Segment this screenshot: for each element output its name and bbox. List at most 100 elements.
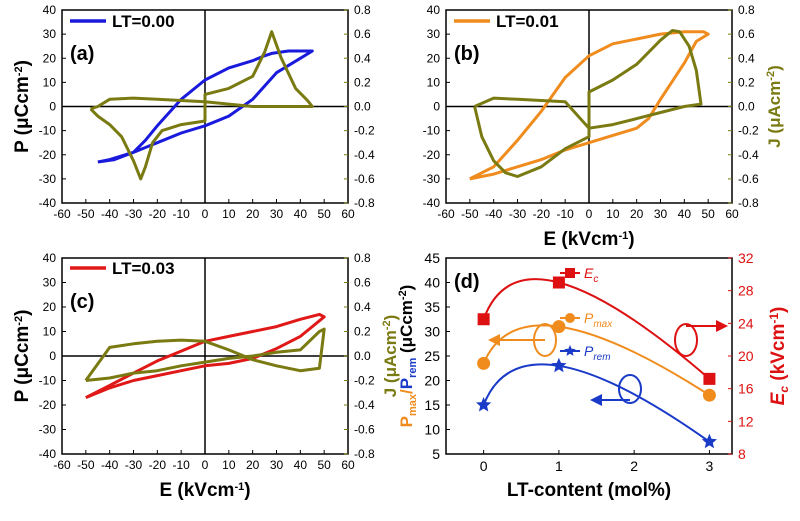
panel-tag: (d) xyxy=(454,271,480,293)
x-tick-label: 60 xyxy=(341,458,355,472)
label-part: ) xyxy=(768,307,789,313)
x-axis-label: LT-content (mol%) xyxy=(507,480,671,501)
ec-square-marker xyxy=(552,276,565,289)
panel-d: 0 1 2 3510152025303540458121620242832EcPmax… xyxy=(397,250,791,501)
label-sup: -2 xyxy=(13,66,25,76)
prem-star-marker xyxy=(701,433,717,449)
y-left-tick-label: -10 xyxy=(423,124,441,138)
label-part: ) xyxy=(12,60,33,66)
label-sup: -1 xyxy=(618,230,628,242)
y-left-tick-label: 40 xyxy=(43,251,57,265)
y-left-tick-label: 10 xyxy=(424,422,440,438)
prem-star-marker xyxy=(551,357,567,373)
label-part: / xyxy=(397,389,416,394)
x-tick-label: -40 xyxy=(485,207,503,221)
y-left-tick-label: 45 xyxy=(424,250,440,266)
y-left-tick-label: -10 xyxy=(39,124,57,138)
y-left-tick-label: -30 xyxy=(39,172,57,186)
x-tick-label: 10 xyxy=(222,207,236,221)
y-right-tick-label: -0.8 xyxy=(354,447,375,461)
y-left-tick-label: 0 xyxy=(433,100,440,114)
y-right-tick-label: -0.4 xyxy=(738,148,759,162)
y-right-axis-label: J (μAcm-2) xyxy=(381,315,400,398)
x-tick-label: 2 xyxy=(630,458,638,474)
y-left-tick-label: 5 xyxy=(432,446,440,462)
label-part: P xyxy=(397,416,416,427)
y-left-tick-label: 0 xyxy=(49,100,56,114)
legend-label: Prem xyxy=(584,343,611,363)
panel-tag: (a) xyxy=(70,43,94,65)
x-tick-label: 40 xyxy=(294,458,308,472)
y-left-tick-label: 30 xyxy=(43,276,57,290)
label-sub: c xyxy=(777,386,791,393)
label-part: ) xyxy=(397,285,416,291)
x-tick-label: -20 xyxy=(149,207,167,221)
y-right-tick-label: -0.6 xyxy=(738,172,759,186)
y-right-tick-label: 12 xyxy=(738,413,754,429)
y-right-tick-label: 0.6 xyxy=(738,27,755,41)
y-right-tick-label: 0.2 xyxy=(738,75,755,89)
x-tick-label: -50 xyxy=(461,207,479,221)
y-right-tick-label: -0.2 xyxy=(354,124,375,138)
x-axis-label: E (kVcm-1) xyxy=(543,229,634,250)
y-left-axis-label: Pmax/Prem (μCcm-2) xyxy=(397,285,419,428)
x-tick-label: -40 xyxy=(101,207,119,221)
x-tick-label: -60 xyxy=(437,207,455,221)
x-tick-label: 20 xyxy=(630,207,644,221)
legend-label-sub: rem xyxy=(593,352,610,363)
y-right-tick-label: 0.2 xyxy=(354,75,371,89)
label-sub: rem xyxy=(407,358,419,378)
label-part: J (μAcm xyxy=(765,81,784,148)
x-tick-label: -60 xyxy=(53,458,71,472)
legend-label-main: P xyxy=(584,343,594,359)
y-left-axis-label: P (μCcm-2) xyxy=(12,310,33,403)
ec-arrowhead xyxy=(716,320,728,332)
x-tick-label: 50 xyxy=(317,207,331,221)
legend-label-main: E xyxy=(584,265,594,281)
y-right-tick-label: 0.8 xyxy=(354,251,371,265)
x-tick-label: 30 xyxy=(270,207,284,221)
x-tick-label: -10 xyxy=(172,207,190,221)
y-left-tick-label: 20 xyxy=(43,300,57,314)
y-left-tick-label: 30 xyxy=(427,27,441,41)
panel-a: -60 -50 -40 -30 -20 -10 0 10 20 30 40 50 60-40-30-20… xyxy=(12,3,375,221)
pmax-circle-marker xyxy=(477,356,491,370)
y-left-tick-label: 40 xyxy=(424,275,440,291)
y-right-tick-label: -0.6 xyxy=(354,423,375,437)
x-tick-label: -20 xyxy=(533,207,551,221)
legend-label-sub: max xyxy=(593,319,613,330)
y-left-tick-label: 10 xyxy=(43,75,57,89)
legend-label-sub: c xyxy=(593,274,598,285)
y-right-tick-label: 0.8 xyxy=(354,3,371,17)
label-part: P (μCcm xyxy=(12,326,33,403)
x-tick-label: 0 xyxy=(202,458,209,472)
y-left-tick-label: -20 xyxy=(423,148,441,162)
y-left-tick-label: 30 xyxy=(424,324,440,340)
x-tick-label: 10 xyxy=(222,458,236,472)
series-p-loop xyxy=(85,312,326,399)
y-right-tick-label: 0.0 xyxy=(354,349,371,363)
y-left-tick-label: 10 xyxy=(43,325,57,339)
y-right-tick-label: 0.0 xyxy=(354,100,371,114)
label-part: (kVcm xyxy=(768,324,789,386)
x-tick-label: 30 xyxy=(270,458,284,472)
y-left-tick-label: 25 xyxy=(424,348,440,364)
legend-label: LT=0.00 xyxy=(112,12,175,31)
label-part: ) xyxy=(628,229,634,250)
label-sub: max xyxy=(407,393,419,416)
prem-star-marker xyxy=(564,345,576,356)
y-right-tick-label: 0.6 xyxy=(354,27,371,41)
y-right-tick-label: 0.6 xyxy=(354,276,371,290)
label-sup: -2 xyxy=(765,71,777,81)
x-tick-label: 50 xyxy=(317,458,331,472)
y-left-tick-label: 20 xyxy=(424,373,440,389)
label-part: ) xyxy=(12,310,33,316)
x-tick-label: 60 xyxy=(341,207,355,221)
x-tick-label: 0 xyxy=(480,458,488,474)
panel-tag: (b) xyxy=(454,43,480,65)
y-right-tick-label: -0.4 xyxy=(354,148,375,162)
x-tick-label: -30 xyxy=(125,458,143,472)
prem-arrowhead xyxy=(590,394,602,406)
series-j-loop xyxy=(84,327,326,382)
